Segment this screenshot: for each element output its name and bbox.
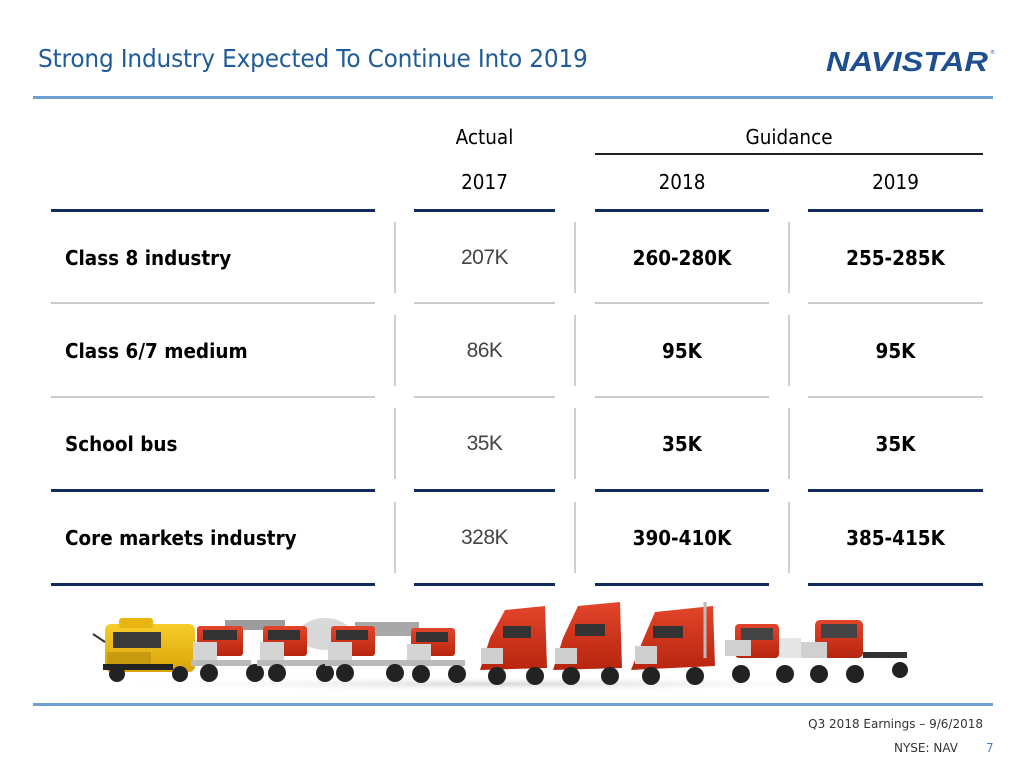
table-bottom-rule [595,583,769,586]
sleeper-tractor-icon [553,602,622,685]
header-rule [414,209,555,212]
logo-text: NAVISTAR [826,46,989,76]
column-header-2017: 2017 [461,170,508,194]
column-separator [394,408,396,479]
column-separator [394,315,396,386]
dump-truck-icon [191,620,285,682]
column-separator [788,315,790,386]
cell-school-bus-2017: 35K [466,432,503,455]
cell-school-bus-2018: 35K [662,432,702,456]
sleeper-tractor-icon [480,606,547,685]
column-separator [788,408,790,479]
column-separator [788,222,790,293]
cell-class-8-2019: 255-285K [846,246,945,270]
row-divider [595,396,769,398]
row-divider [595,302,769,304]
lonestar-tractor-icon [631,602,715,685]
column-group-actual: Actual [455,125,514,149]
header-rule [808,209,983,212]
row-divider [808,302,983,304]
row-label-school-bus: School bus [65,432,178,456]
row-divider [51,302,375,304]
subtotal-rule [51,489,375,492]
medium-truck-icon [725,624,801,683]
table-bottom-rule [51,583,375,586]
row-divider [414,302,555,304]
column-separator [788,502,790,573]
row-divider [414,396,555,398]
guidance-underline [595,153,983,155]
page-number: 7 [986,741,994,755]
row-label-class-8: Class 8 industry [65,246,232,270]
cell-school-bus-2019: 35K [875,432,916,456]
slide-title: Strong Industry Expected To Continue Int… [38,44,588,73]
navistar-logo: NAVISTAR ® [826,46,995,76]
cell-class-8-2017: 207K [460,246,509,269]
column-separator [574,315,576,386]
school-bus-icon [92,618,195,682]
table-bottom-rule [808,583,983,586]
footer-event: Q3 2018 Earnings – 9/6/2018 [808,717,983,731]
column-separator [574,222,576,293]
footer-divider [33,703,993,706]
column-header-2019: 2019 [872,170,919,194]
subtotal-rule [595,489,769,492]
column-separator [574,408,576,479]
column-separator [574,502,576,573]
subtotal-rule [808,489,983,492]
column-separator [394,502,396,573]
cell-class-6-7-2017: 86K [466,339,503,362]
table-bottom-rule [414,583,555,586]
cell-core-markets-2017: 328K [460,526,509,549]
header-rule [51,209,375,212]
subtotal-rule [414,489,555,492]
chassis-cab-icon [801,620,908,683]
footer-ticker: NYSE: NAV [894,741,958,755]
row-divider [51,396,375,398]
header-divider [33,96,993,99]
cell-class-8-2018: 260-280K [632,246,732,270]
column-header-2018: 2018 [658,170,706,194]
header-rule [595,209,769,212]
cell-class-6-7-2018: 95K [662,339,702,363]
cell-core-markets-2019: 385-415K [846,526,945,550]
dump-truck-icon [325,622,419,682]
column-separator [394,222,396,293]
row-divider [808,396,983,398]
cell-core-markets-2018: 390-410K [632,526,732,550]
tractor-icon [403,628,466,683]
row-label-core-markets: Core markets industry [65,526,297,550]
truck-lineup-image [90,602,910,692]
column-group-guidance: Guidance [745,125,833,149]
registered-mark-icon: ® [990,49,995,56]
row-label-class-6-7: Class 6/7 medium [65,339,248,363]
cell-class-6-7-2019: 95K [875,339,916,363]
